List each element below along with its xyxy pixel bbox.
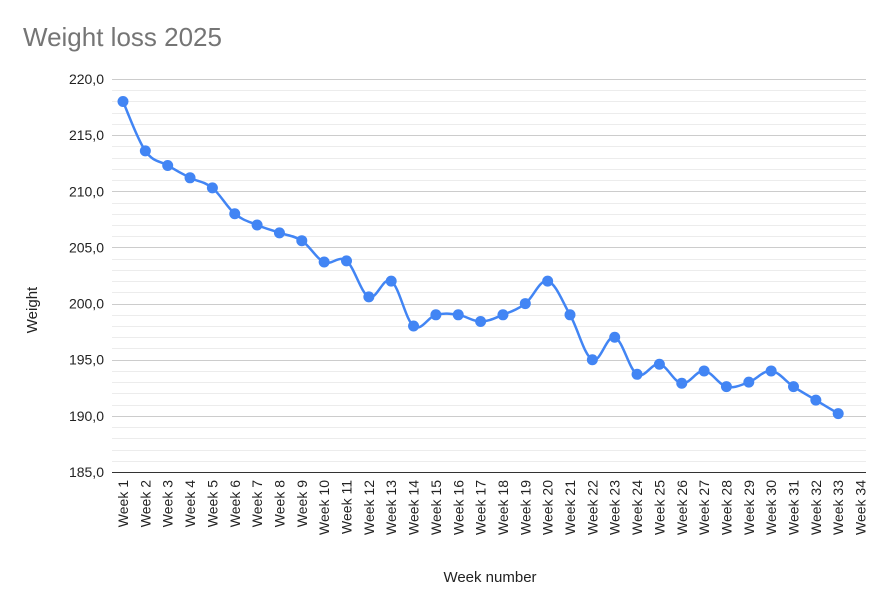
x-tick-label: Week 5: [204, 480, 220, 527]
x-tick-label: Week 18: [495, 480, 511, 535]
series-layer: [117, 95, 844, 420]
x-tick-label: Week 4: [182, 480, 198, 527]
x-tick-label: Week 3: [160, 480, 176, 527]
y-tick-label: 220,0: [69, 71, 104, 87]
x-tick-label: Week 11: [339, 480, 355, 534]
data-point: [743, 376, 755, 388]
x-tick-label: Week 15: [428, 480, 444, 535]
data-point: [810, 394, 822, 406]
data-point: [832, 408, 844, 420]
x-tick-label: Week 23: [607, 480, 623, 535]
x-tick-label: Week 30: [763, 480, 779, 535]
data-point: [698, 365, 710, 377]
x-tick-label: Week 8: [271, 480, 287, 527]
data-point: [497, 309, 509, 321]
x-tick-label: Week 27: [696, 480, 712, 535]
x-tick-label: Week 32: [808, 480, 824, 535]
data-point: [542, 275, 554, 287]
data-point: [631, 368, 643, 380]
data-point: [586, 354, 598, 366]
data-point: [430, 309, 442, 321]
data-point: [117, 95, 129, 107]
y-tick-label: 195,0: [69, 352, 104, 368]
x-tick-label: Week 20: [540, 480, 556, 535]
x-tick-label: Week 31: [786, 480, 802, 535]
grid: [112, 79, 866, 473]
x-tick-label: Week 7: [249, 480, 265, 527]
data-point: [765, 365, 777, 377]
x-axis-label: Week number: [443, 569, 536, 586]
x-tick-label: Week 33: [830, 480, 846, 535]
y-tick-label: 215,0: [69, 127, 104, 143]
x-tick-label: Week 10: [316, 480, 332, 535]
data-point: [385, 275, 397, 287]
x-tick-label: Week 25: [651, 480, 667, 535]
x-tick-label: Week 21: [562, 480, 578, 535]
x-tick-label: Week 1: [115, 480, 131, 527]
x-tick-label: Week 29: [741, 480, 757, 535]
x-tick-label: Week 28: [718, 480, 734, 535]
data-point: [139, 145, 151, 157]
y-axis-label: Weight: [24, 286, 41, 333]
x-tick-label: Week 9: [294, 480, 310, 527]
data-point: [184, 172, 196, 184]
y-tick-label: 205,0: [69, 239, 104, 255]
data-point: [609, 331, 621, 343]
data-point: [519, 298, 531, 310]
data-point: [363, 291, 375, 303]
y-tick-label: 190,0: [69, 408, 104, 424]
data-point: [251, 219, 263, 231]
data-point: [720, 381, 732, 393]
y-tick-label: 210,0: [69, 183, 104, 199]
x-tick-label: Week 24: [629, 480, 645, 535]
data-point: [564, 309, 576, 321]
series-line: [121, 100, 840, 415]
data-point: [206, 182, 218, 194]
x-tick-label: Week 13: [383, 480, 399, 535]
data-point: [408, 320, 420, 332]
chart-title: Weight loss 2025: [23, 22, 222, 52]
x-tick-label: Week 6: [227, 480, 243, 527]
x-tick-label: Week 22: [584, 480, 600, 535]
data-point: [341, 255, 352, 267]
x-tick-label: Week 19: [517, 480, 533, 535]
y-axis-ticks: 185,0 190,0 195,0 200,0 205,0 210,0 215,0 220,0: [69, 71, 104, 480]
x-axis-ticks: Week 1 Week 2 Week 3 Week 4 Week 5 Week 6 Week…: [115, 480, 869, 535]
data-point: [162, 159, 174, 171]
data-point: [653, 358, 665, 370]
x-tick-label: Week 16: [450, 480, 466, 535]
x-tick-label: Week 12: [361, 480, 377, 535]
data-point: [318, 256, 330, 268]
x-tick-label: Week 17: [473, 480, 489, 535]
x-tick-label: Week 34: [853, 480, 869, 535]
x-tick-label: Week 14: [406, 480, 422, 535]
x-tick-label: Week 26: [674, 480, 690, 535]
y-tick-label: 200,0: [69, 296, 104, 312]
data-point: [676, 377, 688, 389]
data-point: [788, 381, 799, 393]
y-tick-label: 185,0: [69, 464, 104, 480]
data-point: [452, 309, 464, 321]
x-tick-label: Week 2: [137, 480, 153, 527]
data-point: [475, 316, 487, 328]
data-point: [296, 235, 308, 247]
data-point: [229, 208, 241, 220]
data-point: [273, 227, 285, 239]
